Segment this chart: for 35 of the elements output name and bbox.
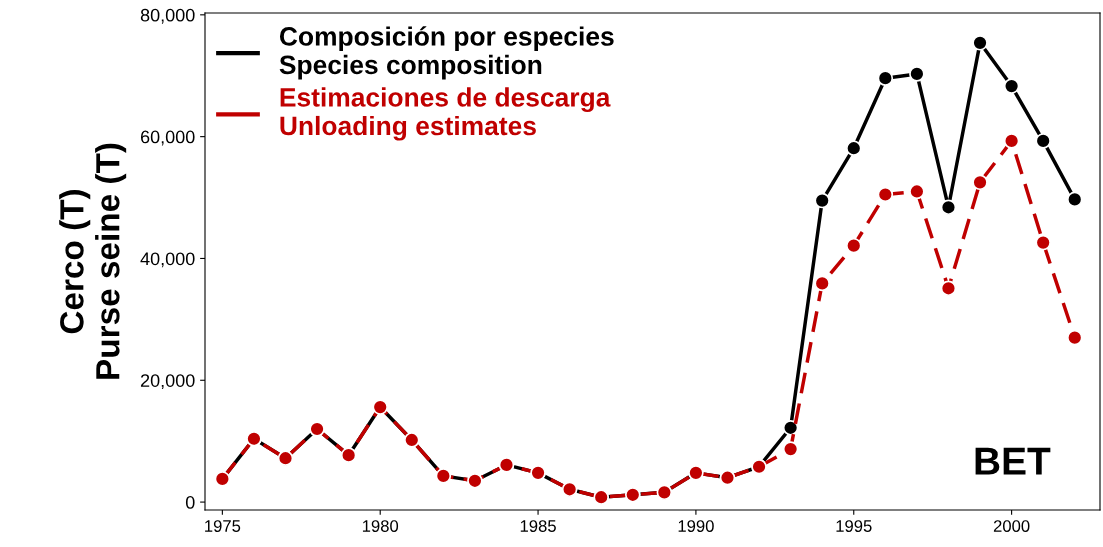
x-tick-label: 1995 xyxy=(836,520,872,532)
point xyxy=(940,199,957,216)
point xyxy=(814,192,830,209)
y-tick-label: 20,000 xyxy=(140,374,195,390)
point xyxy=(877,70,894,86)
point xyxy=(940,280,957,297)
y-tick-label: 80,000 xyxy=(140,8,195,24)
x-tick-label: 1985 xyxy=(520,520,556,532)
point xyxy=(1003,78,1020,94)
point xyxy=(1035,234,1051,251)
y-axis-title: Cerco (T) Purse seine (T) xyxy=(59,143,127,379)
point xyxy=(909,66,925,82)
point xyxy=(814,275,830,292)
y-tick-label: 60,000 xyxy=(140,130,195,146)
point xyxy=(972,35,988,51)
point xyxy=(1003,133,1020,149)
point xyxy=(1066,329,1083,346)
point xyxy=(877,186,894,203)
annotation: BET xyxy=(975,447,1051,475)
y-tick-label: 40,000 xyxy=(140,252,195,268)
point xyxy=(845,237,862,254)
x-tick-label: 1990 xyxy=(678,520,714,532)
x-tick-label: 1980 xyxy=(362,520,399,532)
y-tick-label: 0 xyxy=(185,496,195,509)
point xyxy=(782,419,799,436)
point xyxy=(1066,191,1083,208)
x-tick-label: 1975 xyxy=(205,520,241,532)
point xyxy=(972,174,988,191)
legend-label: Composición por especies Species composition xyxy=(279,26,614,80)
point xyxy=(1035,133,1051,149)
legend-label: Estimaciones de descarga Unloading estimates xyxy=(280,87,611,141)
point xyxy=(845,140,862,156)
x-tick-label: 2000 xyxy=(993,520,1030,532)
point xyxy=(909,183,925,200)
point xyxy=(782,441,799,457)
